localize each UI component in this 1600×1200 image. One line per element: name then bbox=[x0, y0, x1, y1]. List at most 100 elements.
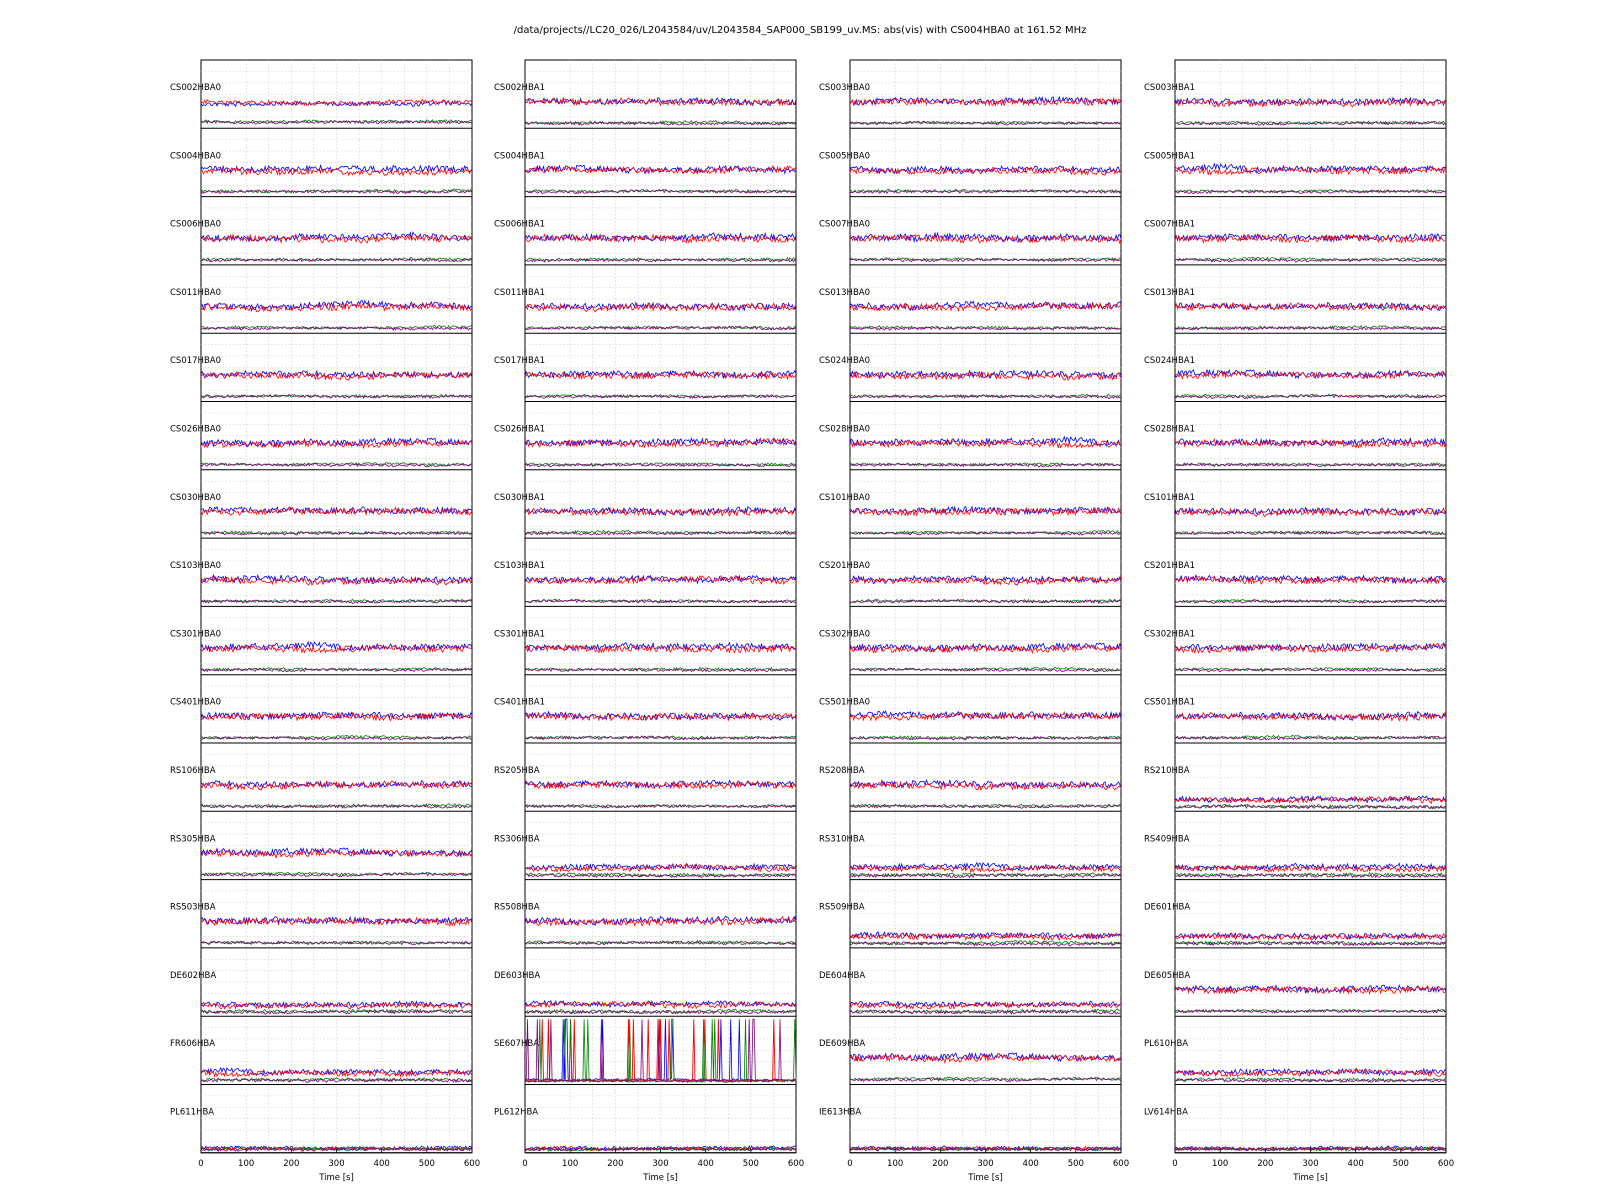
station-label: RS306HBA bbox=[494, 834, 540, 844]
x-tick-label: 300 bbox=[328, 1159, 344, 1169]
series-line bbox=[849, 506, 1122, 517]
station-label: DE601HBA bbox=[1144, 903, 1190, 913]
series-line bbox=[200, 439, 473, 450]
series-line bbox=[849, 326, 1122, 331]
series-line bbox=[524, 506, 797, 517]
series-line bbox=[1174, 795, 1447, 805]
series-line bbox=[200, 599, 473, 604]
series-line bbox=[524, 803, 797, 809]
station-label: PL612HBA bbox=[494, 1108, 538, 1118]
series-line bbox=[849, 394, 1122, 399]
series-line bbox=[524, 164, 797, 175]
station-label: CS026HBA1 bbox=[494, 425, 545, 435]
series-line bbox=[849, 325, 1122, 330]
series-line bbox=[1174, 120, 1447, 126]
station-label: CS101HBA1 bbox=[1144, 493, 1195, 503]
series-line bbox=[524, 394, 796, 400]
station-label: RS409HBA bbox=[1144, 834, 1190, 844]
series-line bbox=[524, 666, 797, 672]
series-line bbox=[849, 301, 1122, 312]
series-line bbox=[524, 393, 797, 399]
series-line bbox=[524, 463, 797, 468]
series-line bbox=[1174, 436, 1447, 448]
series-line bbox=[849, 1146, 1122, 1152]
series-line bbox=[1174, 599, 1447, 604]
station-label: DE609HBA bbox=[819, 1039, 865, 1049]
station-label: CS005HBA0 bbox=[819, 151, 870, 161]
x-tick-label: 200 bbox=[932, 1159, 948, 1169]
x-axis-label: Time [s] bbox=[642, 1173, 678, 1183]
series-line bbox=[524, 667, 797, 673]
series-line bbox=[201, 257, 473, 263]
series-line bbox=[524, 643, 797, 654]
station-label: CS030HBA0 bbox=[170, 493, 221, 503]
series-line bbox=[524, 233, 797, 244]
series-line bbox=[524, 915, 797, 927]
station-label: RS208HBA bbox=[819, 766, 865, 776]
series-line bbox=[524, 120, 797, 126]
x-tick-label: 0 bbox=[198, 1159, 203, 1169]
series-line bbox=[200, 736, 473, 741]
panels-group: CS002HBA0 CS004HBA0 CS006HBA0 CS011HBA0 CS01… bbox=[170, 59, 1454, 1183]
series-line bbox=[849, 370, 1122, 381]
series-line bbox=[849, 575, 1122, 586]
series-line bbox=[1174, 575, 1447, 585]
series-line bbox=[1174, 668, 1447, 673]
station-label: CS101HBA0 bbox=[819, 493, 870, 503]
series-line bbox=[200, 667, 473, 673]
station-label: IE613HBA bbox=[819, 1108, 861, 1118]
series-line bbox=[1174, 256, 1447, 262]
series-line bbox=[1175, 462, 1447, 468]
series-line bbox=[524, 735, 797, 741]
series-line bbox=[1174, 985, 1447, 996]
series-line bbox=[524, 599, 797, 604]
station-label: CS007HBA1 bbox=[1144, 220, 1195, 230]
series-line bbox=[1174, 370, 1447, 381]
series-line bbox=[201, 393, 473, 400]
station-label: CS302HBA0 bbox=[819, 629, 870, 639]
series-line bbox=[524, 863, 797, 873]
series-line bbox=[200, 1077, 473, 1084]
station-label: CS013HBA0 bbox=[819, 288, 870, 298]
series-line bbox=[849, 369, 1122, 380]
x-tick-label: 100 bbox=[562, 1159, 578, 1169]
series-line bbox=[849, 531, 1122, 536]
station-label: CS028HBA0 bbox=[819, 425, 870, 435]
series-line bbox=[1174, 437, 1447, 449]
series-line bbox=[524, 780, 797, 791]
series-line bbox=[849, 166, 1122, 176]
series-line bbox=[200, 711, 473, 722]
station-label: CS401HBA1 bbox=[494, 698, 545, 708]
series-line bbox=[849, 189, 1122, 195]
series-line bbox=[525, 325, 797, 331]
series-line bbox=[849, 710, 1122, 720]
chart-title: /data/projects//LC20_026/L2043584/uv/L20… bbox=[514, 25, 1087, 36]
series-line bbox=[1174, 1009, 1447, 1014]
series-line bbox=[1174, 642, 1447, 652]
station-label: CS301HBA0 bbox=[170, 629, 221, 639]
series-line bbox=[524, 915, 797, 926]
x-tick-label: 600 bbox=[788, 1159, 804, 1169]
station-label: DE602HBA bbox=[170, 971, 216, 981]
station-label: RS305HBA bbox=[170, 834, 216, 844]
series-line bbox=[200, 462, 473, 468]
x-tick-label: 600 bbox=[1438, 1159, 1454, 1169]
x-tick-label: 200 bbox=[283, 1159, 299, 1169]
series-line bbox=[1174, 189, 1447, 195]
series-line bbox=[849, 710, 1122, 722]
series-line bbox=[849, 462, 1122, 468]
series-line bbox=[200, 1001, 473, 1010]
station-label: CS024HBA1 bbox=[1144, 356, 1195, 366]
series-line bbox=[525, 1018, 797, 1083]
station-label: RS508HBA bbox=[494, 903, 540, 913]
x-tick-label: 500 bbox=[1393, 1159, 1409, 1169]
series-line bbox=[1174, 804, 1447, 810]
station-label: PL611HBA bbox=[170, 1108, 214, 1118]
station-label: DE605HBA bbox=[1144, 971, 1190, 981]
station-label: CS004HBA1 bbox=[494, 151, 545, 161]
station-label: RS106HBA bbox=[170, 766, 216, 776]
station-label: DE604HBA bbox=[819, 971, 865, 981]
series-line bbox=[200, 437, 473, 448]
series-line bbox=[1174, 735, 1447, 741]
